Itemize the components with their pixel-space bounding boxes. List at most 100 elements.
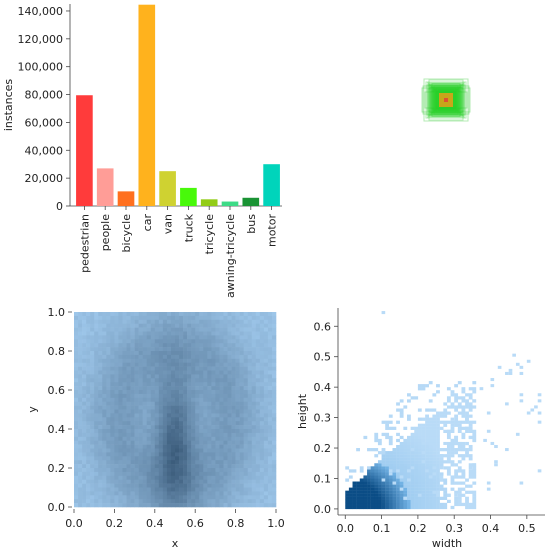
heat-cell: [130, 405, 135, 410]
heat-cell: [199, 436, 204, 441]
heat-cell: [446, 499, 451, 504]
heat-cell: [251, 382, 257, 387]
heat-cell: [417, 408, 422, 412]
heat-cell: [146, 339, 152, 344]
heat-cell: [86, 315, 91, 321]
heat-cell: [367, 469, 371, 473]
heat-cell: [86, 456, 91, 461]
heat-cell: [162, 358, 168, 363]
heat-cell: [102, 440, 107, 445]
heat-cell: [267, 460, 273, 465]
heat-cell: [255, 487, 261, 492]
heat-cell: [223, 429, 228, 434]
heat-cell: [134, 331, 139, 336]
heat-cell: [454, 420, 458, 424]
heat-cell: [146, 374, 152, 379]
heat-cell: [175, 382, 180, 387]
heat-cell: [187, 429, 192, 434]
heat-cell: [154, 354, 160, 360]
heat-cell: [187, 374, 192, 379]
heat-cell: [98, 452, 103, 457]
heat-cell: [158, 382, 164, 387]
heat-cell: [98, 358, 103, 363]
heat-cell: [126, 483, 131, 488]
heat-cell: [461, 420, 466, 424]
heat-cell: [118, 331, 123, 336]
heat-cell: [166, 323, 172, 328]
heat-cell: [126, 319, 131, 324]
heat-cell: [126, 327, 131, 332]
heat-cell: [179, 471, 184, 477]
heat-cell: [166, 401, 172, 406]
heat-cell: [251, 343, 257, 348]
heat-cell: [94, 460, 99, 465]
heat-cell: [187, 312, 192, 317]
heat-cell: [195, 495, 200, 500]
heat-cell: [454, 502, 459, 507]
heat-cell: [247, 432, 253, 438]
heat-cell: [187, 456, 192, 461]
heat-cell: [428, 451, 433, 455]
heat-cell: [126, 479, 131, 484]
heat-cell: [130, 432, 135, 438]
heat-cell: [158, 409, 164, 414]
heat-cell: [110, 397, 115, 402]
heat-cell: [199, 315, 204, 321]
heat-cell: [207, 351, 212, 356]
heat-cell: [170, 475, 176, 480]
heat-cell: [454, 396, 459, 400]
box-outline: [431, 83, 461, 117]
y-tick-label: 0.4: [48, 423, 66, 436]
heat-cell: [267, 323, 273, 328]
heat-cell: [207, 468, 212, 473]
heat-cell: [385, 478, 390, 482]
heat-cell: [396, 499, 400, 504]
heat-cell: [417, 426, 422, 430]
heat-cell: [114, 483, 119, 488]
heat-cell: [223, 448, 228, 453]
heat-cell: [191, 429, 196, 434]
heat-cell: [374, 481, 379, 485]
heat-cell: [247, 483, 253, 488]
heat-cell: [106, 362, 111, 367]
heat-cell: [461, 475, 466, 479]
heat-cell: [166, 452, 172, 457]
heat-cell: [142, 491, 148, 496]
heat-cell: [166, 448, 172, 453]
box-outline: [436, 91, 456, 109]
heat-cell: [183, 386, 188, 391]
heat-cell: [263, 315, 269, 321]
heat-cell: [235, 432, 240, 438]
heat-cell: [183, 393, 188, 399]
heat-cell: [142, 448, 148, 453]
heat-cell: [98, 436, 103, 441]
heat-cell: [417, 423, 422, 427]
heat-cell: [259, 432, 265, 438]
heat-cell: [126, 409, 131, 414]
heat-cell: [450, 448, 455, 452]
heat-cell: [166, 393, 172, 399]
heat-cell: [142, 312, 148, 317]
heat-cell: [211, 343, 216, 348]
heat-cell: [215, 397, 220, 402]
heat-cell: [175, 460, 180, 465]
heat-cell: [162, 366, 168, 371]
heat-cell: [126, 362, 131, 367]
heat-cell: [170, 479, 176, 484]
heat-cell: [90, 339, 95, 344]
heat-cell: [374, 505, 379, 510]
heat-cell: [374, 432, 379, 437]
heat-cell: [223, 347, 228, 352]
heat-cell: [267, 440, 273, 445]
heat-cell: [154, 386, 160, 391]
heat-cell: [239, 487, 244, 492]
heat-cell: [219, 440, 224, 445]
heat-cell: [439, 466, 444, 470]
heat-cell: [207, 456, 212, 461]
heat-cell: [162, 315, 168, 321]
heat-cell: [377, 487, 382, 491]
heat-cell: [436, 420, 440, 424]
heat-cell: [396, 502, 400, 507]
heat-cell: [158, 495, 164, 500]
heat-cell: [255, 354, 261, 360]
